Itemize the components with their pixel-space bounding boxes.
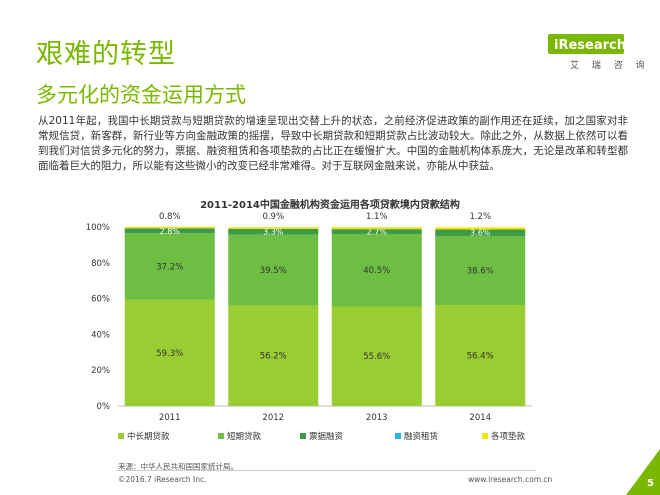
x-tick-label: 2013 <box>366 413 388 423</box>
bar-segment <box>124 299 215 406</box>
website-link[interactable]: www.iresearch.com.cn <box>468 475 553 484</box>
data-label: 56.4% <box>467 352 494 362</box>
data-label: 40.5% <box>363 266 390 276</box>
bar-segment <box>331 227 422 230</box>
data-label: 0.8% <box>159 212 181 222</box>
legend-swatch <box>218 433 224 439</box>
page-title: 艰难的转型 <box>36 39 176 70</box>
legend-label: 票据融资 <box>309 431 344 442</box>
legend-swatch <box>482 433 488 439</box>
legend-label: 各项垫款 <box>491 431 526 442</box>
copyright: ©2016.7 iResearch Inc. <box>118 475 207 484</box>
corner-decoration <box>626 449 660 495</box>
logo-tagline: 艾 瑞 咨 询 <box>570 61 650 71</box>
data-label: 2.8% <box>160 227 181 236</box>
bar-segment <box>228 234 319 306</box>
legend-swatch <box>300 433 306 439</box>
iresearch-logo: iResearch 艾 瑞 咨 询 <box>544 30 645 76</box>
bar-segment <box>331 233 422 307</box>
bar-segment <box>331 229 422 234</box>
page-number: 5 <box>647 478 654 489</box>
chart-title: 2011-2014中国金融机构资金运用各项贷款境内贷款结构 <box>200 200 460 211</box>
legend-swatch <box>118 433 124 439</box>
body-paragraph: 从2011年起，我国中长期贷款与短期贷款的增速呈现出交替上升的状态，之前经济促进… <box>38 115 628 172</box>
data-label: 3.6% <box>470 229 491 238</box>
data-label: 1.2% <box>469 212 491 222</box>
data-label: 2.7% <box>367 228 388 237</box>
data-label: 0.9% <box>262 212 284 222</box>
bar-segment <box>124 226 215 229</box>
y-tick-label: 20% <box>91 366 110 376</box>
footer-divider <box>116 470 536 471</box>
y-tick-label: 60% <box>91 295 110 305</box>
data-label: 38.6% <box>467 266 494 276</box>
legend-label: 短期贷款 <box>227 431 262 442</box>
bar-segment <box>435 305 526 406</box>
data-label: 39.5% <box>260 266 287 276</box>
x-tick-label: 2011 <box>159 413 181 423</box>
x-tick-label: 2014 <box>469 413 491 423</box>
legend-swatch <box>395 433 401 439</box>
y-tick-label: 40% <box>91 330 110 340</box>
logo-wordmark: iResearch <box>554 38 626 53</box>
bar-segment <box>435 235 526 306</box>
bar-segment <box>228 227 319 229</box>
bar-segment <box>331 306 422 406</box>
source-note: 来源：中华人民共和国国家统计局。 <box>118 462 238 471</box>
data-label: 3.3% <box>263 228 284 237</box>
y-tick-label: 80% <box>91 259 110 269</box>
bar-segment <box>124 228 215 234</box>
bar-segment <box>228 305 319 406</box>
bar-segment <box>124 233 215 300</box>
data-label: 59.3% <box>156 349 183 359</box>
data-label: 37.2% <box>156 263 183 273</box>
logo-badge <box>548 34 624 54</box>
data-label: 55.6% <box>363 352 390 362</box>
bar-segment <box>228 228 319 235</box>
y-tick-label: 100% <box>86 223 110 233</box>
x-tick-label: 2012 <box>262 413 284 423</box>
legend-label: 中长期贷款 <box>127 431 170 442</box>
legend-label: 融资租赁 <box>404 431 439 442</box>
y-tick-label: 0% <box>97 402 111 412</box>
bar-segment <box>435 227 526 230</box>
data-label: 56.2% <box>260 352 287 362</box>
page-subtitle: 多元化的资金运用方式 <box>36 83 246 107</box>
bar-segment <box>435 229 526 236</box>
data-label: 1.1% <box>366 212 388 222</box>
